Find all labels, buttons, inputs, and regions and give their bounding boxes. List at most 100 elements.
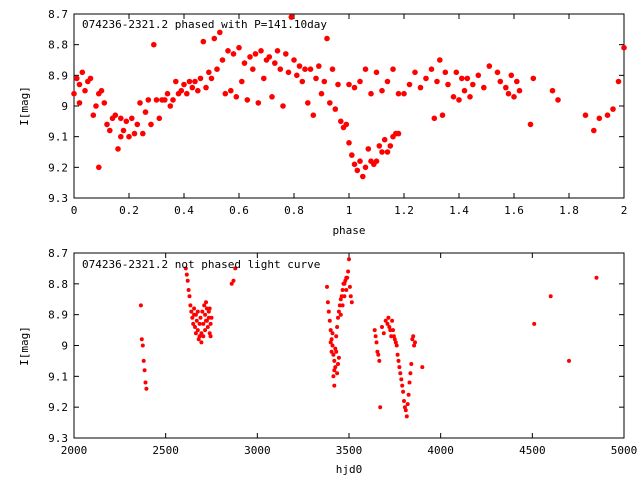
data-point — [327, 100, 333, 106]
data-point — [250, 66, 256, 72]
data-point — [200, 38, 207, 45]
data-point — [450, 94, 457, 100]
data-point — [384, 78, 391, 85]
data-point — [140, 343, 145, 348]
data-point — [208, 75, 215, 82]
data-point — [142, 109, 149, 115]
x-tick-label: 4000 — [427, 444, 454, 457]
data-point — [206, 69, 212, 76]
data-point — [346, 269, 351, 274]
data-point — [228, 87, 234, 94]
data-point — [190, 315, 195, 320]
data-point — [342, 281, 347, 286]
data-point — [82, 87, 88, 94]
data-point — [204, 300, 208, 305]
data-point — [338, 312, 343, 317]
data-point — [582, 112, 589, 118]
data-point — [255, 100, 262, 106]
data-point — [217, 29, 223, 36]
axis-ticks: 0 0.2 0.4 0.6 0.8 1 1.2 1.4 1.6 1.8 2 8.7 8.8 8.9 9 9.1… — [48, 8, 627, 217]
data-point — [374, 340, 379, 345]
data-point — [141, 358, 146, 363]
data-point — [214, 66, 220, 72]
data-point — [87, 75, 94, 82]
data-point — [142, 368, 147, 373]
y-tick-label: 8.9 — [48, 309, 68, 322]
data-point — [204, 306, 209, 311]
data-point — [156, 115, 163, 122]
data-point — [331, 374, 336, 379]
data-point — [195, 87, 201, 94]
y-tick-label: 9 — [61, 340, 68, 353]
data-point — [354, 167, 361, 174]
data-point — [71, 90, 77, 97]
data-point — [332, 358, 337, 363]
data-point — [76, 100, 83, 106]
data-point — [184, 272, 189, 277]
data-point — [428, 66, 435, 72]
data-point — [274, 48, 281, 54]
data-point — [299, 78, 306, 85]
data-point — [360, 173, 366, 180]
data-point — [205, 325, 210, 329]
data-point — [208, 334, 213, 339]
data-point — [131, 130, 138, 137]
data-point — [342, 294, 347, 299]
data-point — [79, 69, 86, 76]
data-point — [134, 121, 141, 128]
data-point — [329, 66, 336, 72]
data-point — [596, 115, 603, 122]
data-point — [349, 152, 355, 158]
x-tick-label: 2000 — [61, 444, 88, 457]
data-point — [384, 149, 391, 155]
plot-frame — [73, 13, 625, 199]
data-point — [336, 362, 340, 366]
data-point — [417, 84, 424, 91]
data-point — [373, 69, 380, 76]
data-point — [621, 44, 627, 51]
data-point — [189, 309, 194, 314]
data-point — [316, 63, 322, 69]
data-point — [409, 362, 414, 366]
data-point — [269, 94, 275, 100]
data-point — [387, 325, 392, 329]
data-point — [321, 78, 328, 85]
data-point — [348, 294, 353, 299]
data-point — [406, 81, 413, 88]
data-point — [380, 325, 384, 329]
data-point — [467, 94, 473, 100]
data-point — [283, 51, 289, 57]
data-point — [222, 90, 229, 97]
data-point — [193, 325, 197, 329]
data-point — [335, 81, 341, 88]
data-point — [261, 75, 267, 82]
data-point — [331, 352, 336, 357]
data-point — [381, 331, 386, 336]
data-point — [615, 78, 622, 85]
data-point — [378, 405, 383, 410]
data-point — [280, 103, 286, 109]
x-tick-label: 4500 — [519, 444, 546, 457]
data-point — [413, 340, 417, 345]
y-tick-label: 9.2 — [48, 161, 68, 174]
data-point — [497, 78, 504, 85]
data-point — [199, 340, 204, 345]
data-point — [195, 309, 200, 314]
phased-light-curve-panel: 0 0.2 0.4 0.6 0.8 1 1.2 1.4 1.6 1.8 2 8.7 8.8 8.9 9 9.1… — [18, 8, 627, 237]
data-point — [336, 309, 341, 314]
data-point — [346, 140, 352, 146]
data-point — [191, 321, 196, 326]
x-axis-label: phase — [332, 224, 365, 237]
data-point — [324, 35, 330, 42]
data-point — [383, 318, 388, 323]
data-point — [408, 371, 413, 376]
data-point — [333, 365, 338, 370]
data-point — [332, 106, 339, 112]
data-point — [511, 94, 517, 100]
data-point — [167, 103, 174, 109]
data-points — [71, 14, 627, 180]
data-point — [405, 402, 410, 407]
data-point — [390, 66, 396, 72]
data-point — [126, 133, 132, 140]
